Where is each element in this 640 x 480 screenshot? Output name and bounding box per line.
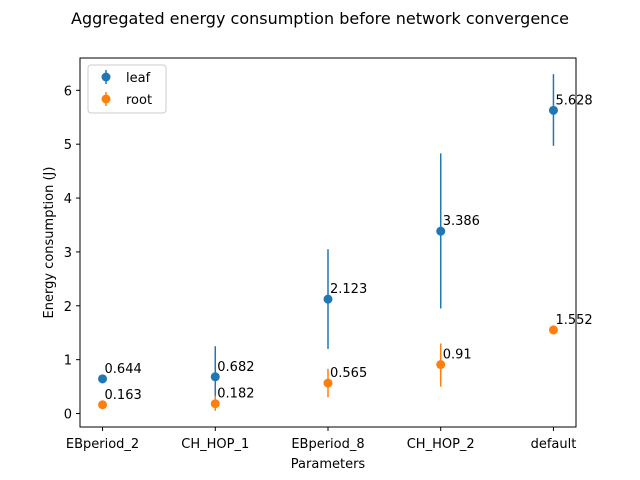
x-axis-label: Parameters [291, 457, 366, 472]
data-label: 0.565 [330, 366, 367, 381]
y-tick-label: 1 [64, 354, 72, 369]
x-tick-label: EBperiod_2 [66, 437, 139, 452]
legend-marker [101, 94, 111, 104]
data-label: 0.644 [105, 362, 142, 377]
y-tick-label: 6 [64, 84, 72, 99]
y-tick-label: 4 [64, 192, 72, 207]
x-tick-label: default [531, 437, 577, 452]
data-label: 0.182 [217, 387, 254, 402]
y-axis-label: Energy consumption (J) [42, 167, 57, 319]
data-point [548, 105, 558, 115]
x-tick-label: CH_HOP_2 [407, 437, 475, 452]
series-root: 0.163 0.182 0.565 0.91 1.552 [98, 313, 593, 411]
data-point [98, 374, 108, 384]
x-tick-label: EBperiod_8 [291, 437, 364, 452]
data-point [436, 360, 446, 370]
data-point [548, 325, 558, 335]
y-tick-label: 5 [64, 138, 72, 153]
data-label: 5.628 [555, 93, 592, 108]
legend: leaf root [87, 64, 167, 114]
x-tick-label: CH_HOP_1 [181, 437, 249, 452]
legend-entry: root [126, 93, 152, 108]
y-axis: 0 1 2 3 4 5 6 [64, 84, 80, 423]
series-leaf: 0.644 0.682 2.123 3.386 5.628 [98, 74, 593, 408]
data-point [98, 400, 108, 410]
data-label: 2.123 [330, 282, 367, 297]
data-series: 0.644 0.682 2.123 3.386 5.628 0.163 0.182 0.565… [98, 74, 593, 411]
y-tick-label: 3 [64, 246, 72, 261]
legend-marker [101, 72, 111, 82]
data-point [323, 294, 333, 304]
y-tick-label: 0 [64, 408, 72, 423]
plot-area [79, 57, 577, 428]
y-tick-label: 2 [64, 300, 72, 315]
data-label: 3.386 [443, 214, 480, 229]
chart-title: Aggregated energy consumption before net… [71, 9, 569, 28]
data-label: 0.91 [443, 348, 472, 363]
x-axis: EBperiod_2 CH_HOP_1 EBperiod_8 CH_HOP_2 defa… [66, 427, 576, 452]
data-label: 1.552 [555, 313, 592, 328]
data-point [323, 378, 333, 388]
legend-entry: leaf [126, 71, 151, 86]
data-point [210, 372, 220, 382]
data-label: 0.163 [105, 388, 142, 403]
data-point [210, 399, 220, 409]
data-label: 0.682 [217, 360, 254, 375]
data-point [436, 226, 446, 236]
